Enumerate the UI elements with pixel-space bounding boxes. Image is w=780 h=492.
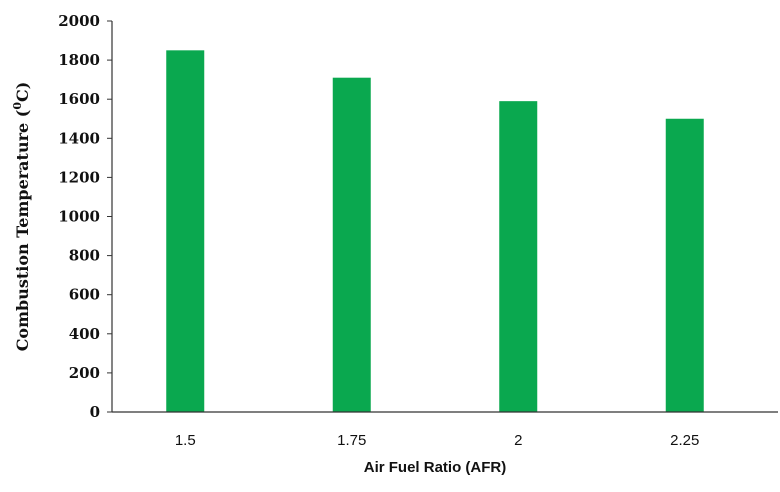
y-tick-label: 1600 — [58, 90, 100, 108]
bars — [166, 50, 704, 412]
y-tick-label: 1200 — [58, 168, 100, 186]
y-tick-label: 1000 — [58, 208, 100, 226]
x-tick-label: 2.25 — [670, 432, 699, 449]
y-tick-label: 0 — [90, 403, 100, 421]
y-tick-label: 2000 — [58, 12, 100, 30]
y-axis-title: Combustion Temperature (0C) — [11, 82, 32, 352]
x-tick-label: 1.75 — [337, 432, 366, 449]
x-tick-label: 2 — [514, 432, 522, 449]
y-axis-title-prefix: Combustion Temperature ( — [13, 110, 32, 352]
bar — [499, 101, 538, 412]
y-axis-title-suffix: C) — [13, 82, 32, 102]
y-tick-label: 1800 — [58, 51, 100, 69]
y-axis-ticks: 0 200 400 600 800 1000 1200 1400 1600 1800 2000 — [58, 12, 112, 421]
y-tick-label: 400 — [69, 325, 100, 343]
y-tick-label: 200 — [69, 364, 100, 382]
y-tick-label: 600 — [69, 286, 100, 304]
bar — [166, 50, 205, 412]
bar — [332, 77, 371, 412]
y-axis-title-degree: 0 — [11, 102, 24, 110]
y-tick-label: 800 — [69, 247, 100, 265]
y-tick-label: 1400 — [58, 129, 100, 147]
x-axis-ticks: 1.5 1.75 2 2.25 — [175, 432, 700, 449]
x-tick-label: 1.5 — [175, 432, 196, 449]
bar — [665, 118, 704, 412]
x-axis-title: Air Fuel Ratio (AFR) — [364, 459, 507, 476]
